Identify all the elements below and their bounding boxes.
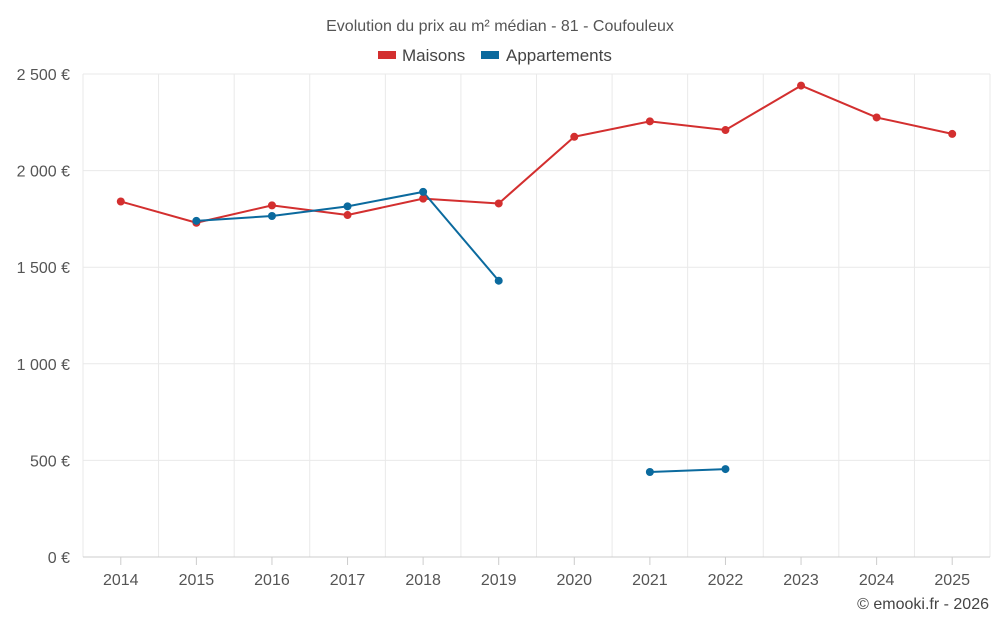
x-tick-label: 2017 [330, 572, 366, 589]
x-tick-label: 2025 [934, 572, 970, 589]
legend-swatch [481, 51, 499, 59]
legend: Maisons Appartements [378, 46, 612, 65]
y-tick-label: 0 € [48, 550, 70, 567]
x-axis: 2014 2015 2016 2017 2018 2019 2020 2021 2022 2023… [83, 556, 990, 589]
legend-item-maisons[interactable]: Maisons [378, 46, 465, 65]
point-appartements[interactable] [721, 465, 730, 474]
legend-swatch [378, 51, 396, 59]
y-axis: 0 € 500 € 1 000 € 1 500 € 2 000 € 2 500 € [17, 67, 70, 567]
point-appartements[interactable] [419, 187, 428, 196]
x-tick-label: 2014 [103, 572, 139, 589]
point-maisons[interactable] [721, 126, 730, 135]
legend-item-appartements[interactable]: Appartements [481, 46, 612, 65]
point-maisons[interactable] [116, 197, 125, 206]
point-maisons[interactable] [948, 129, 957, 138]
legend-label: Maisons [402, 46, 465, 65]
x-tick-label: 2015 [179, 572, 215, 589]
y-tick-label: 500 € [30, 453, 70, 470]
y-tick-label: 1 500 € [17, 260, 70, 277]
point-maisons[interactable] [343, 211, 352, 220]
point-appartements[interactable] [343, 202, 352, 211]
point-maisons[interactable] [645, 117, 654, 126]
y-tick-label: 1 000 € [17, 357, 70, 374]
x-tick-label: 2020 [556, 572, 592, 589]
point-maisons[interactable] [494, 199, 503, 208]
y-tick-label: 2 000 € [17, 164, 70, 181]
series-line-appartements [649, 468, 726, 473]
x-tick-label: 2024 [859, 572, 895, 589]
grid-lines [82, 73, 991, 557]
chart-title: Evolution du prix au m² médian - 81 - Co… [326, 18, 674, 35]
series-points [116, 81, 957, 476]
x-tick-label: 2018 [405, 572, 441, 589]
point-maisons[interactable] [797, 81, 806, 90]
x-tick-label: 2016 [254, 572, 290, 589]
point-maisons[interactable] [419, 194, 428, 203]
point-appartements[interactable] [192, 216, 201, 225]
series-line-maisons [120, 84, 953, 224]
x-tick-label: 2021 [632, 572, 668, 589]
point-appartements[interactable] [494, 276, 503, 285]
point-maisons[interactable] [872, 113, 881, 122]
point-appartements[interactable] [267, 212, 276, 221]
point-appartements[interactable] [645, 467, 654, 476]
y-tick-label: 2 500 € [17, 67, 70, 84]
legend-label: Appartements [506, 46, 612, 65]
credit-text: © emooki.fr - 2026 [857, 596, 989, 613]
point-maisons[interactable] [570, 132, 579, 141]
x-tick-label: 2023 [783, 572, 819, 589]
x-tick-label: 2019 [481, 572, 517, 589]
point-maisons[interactable] [267, 201, 276, 210]
x-tick-label: 2022 [708, 572, 744, 589]
